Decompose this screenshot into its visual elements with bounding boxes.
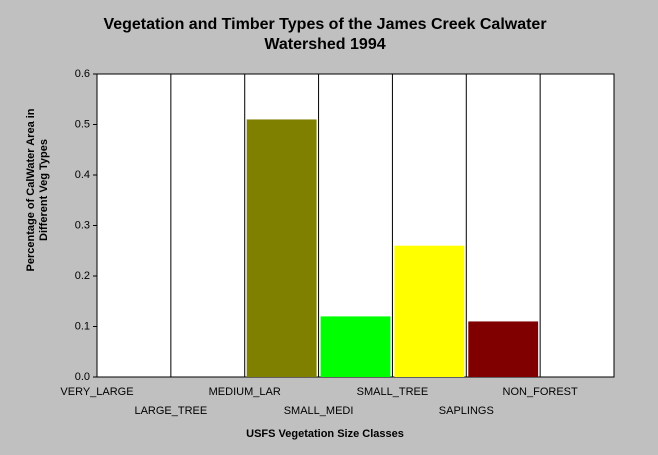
y-axis-label: Different Veg Types: [38, 139, 50, 241]
y-tick-label: 0.1: [75, 320, 90, 332]
y-tick-label: 0.5: [75, 118, 90, 130]
chart-title: Vegetation and Timber Types of the James…: [103, 16, 546, 33]
y-tick-label: 0.2: [75, 270, 90, 282]
y-tick-label: 0.3: [75, 219, 90, 231]
x-tick-label: SMALL_MEDI: [284, 405, 354, 417]
bar: [246, 119, 317, 377]
y-tick-label: 0.6: [75, 68, 90, 80]
x-tick-label: VERY_LARGE: [60, 386, 133, 398]
y-tick-label: 0.4: [75, 169, 90, 181]
chart-title: Watershed 1994: [264, 36, 385, 53]
x-tick-label: LARGE_TREE: [134, 405, 207, 417]
x-tick-label: MEDIUM_LAR: [209, 386, 281, 398]
y-axis-label: Percentage of CalWater Area in: [25, 108, 37, 271]
bar: [468, 321, 539, 377]
x-tick-label: SAPLINGS: [439, 405, 494, 417]
y-tick-label: 0.0: [75, 371, 90, 383]
bar: [320, 316, 391, 377]
x-axis-label: USFS Vegetation Size Classes: [246, 428, 404, 440]
x-tick-label: SMALL_TREE: [357, 386, 429, 398]
x-tick-label: NON_FOREST: [503, 386, 578, 398]
bar: [394, 245, 465, 377]
